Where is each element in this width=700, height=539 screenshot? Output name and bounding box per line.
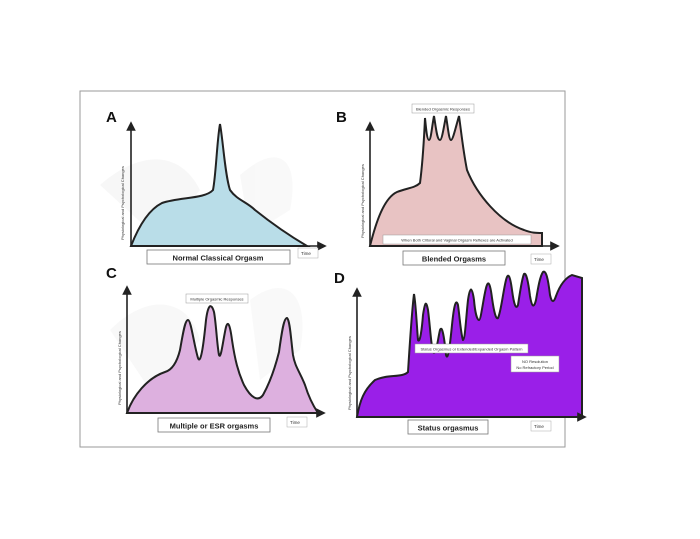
x-axis-label: Time [301,251,311,256]
note-box [382,234,532,245]
x-axis-label-box [530,253,552,265]
annotation: Status Orgasmus or Extended/Expanded Org… [420,347,522,352]
note: When Both Clitoral and Vaginal Orgasm Re… [401,238,513,243]
panel-letter: B [336,109,347,126]
curve-multiple [125,305,320,414]
caption-box [146,249,291,265]
annotation: Multiple Orgasmic Responses [190,297,243,302]
caption-box [407,419,489,435]
y-axis-label: Physiological and Psychological Changes [360,164,365,238]
x-axis-label-box [530,420,552,432]
panel-b: B Physiological and Psychological Change… [336,103,560,266]
caption: Multiple or ESR orgasms [170,422,259,431]
x-axis-label: Time [290,420,300,425]
annotation-box [185,293,249,304]
x-axis-label: Time [534,257,544,262]
panel-c: C Physiological and Psychological Change… [106,265,326,433]
x-axis-label-box [286,416,308,428]
note-line-2: No Refractory Period [516,365,553,370]
caption: Normal Classical Orgasm [173,254,264,263]
x-axis-label-box [297,247,319,259]
x-axis-label: Time [534,424,544,429]
panel-a: A Physiological and Psychological Change… [106,109,327,265]
caption-box [402,250,506,266]
annotation: Blended Orgasmic Responses [416,107,470,112]
curve-blended [368,115,543,247]
caption: Status orgasmus [418,424,479,433]
curve-normal-classical [129,123,311,247]
y-axis-label: Physiological and Psychological Changes [120,166,125,240]
annotation-box [411,103,475,114]
note-box [510,355,560,373]
annotation-box [414,343,529,354]
y-axis-label: Physiological and Psychological Changes [117,331,122,405]
y-axis-label: Physiological and Psychological Changes [347,336,352,410]
caption-box [157,417,271,433]
note-line-1: NO Resolution [522,359,548,364]
panel-letter: A [106,109,117,126]
panel-letter: C [106,265,117,282]
panel-letter: D [334,270,345,287]
caption: Blended Orgasms [422,255,486,264]
panel-d: D Physiological and Psychological Change… [334,270,587,435]
